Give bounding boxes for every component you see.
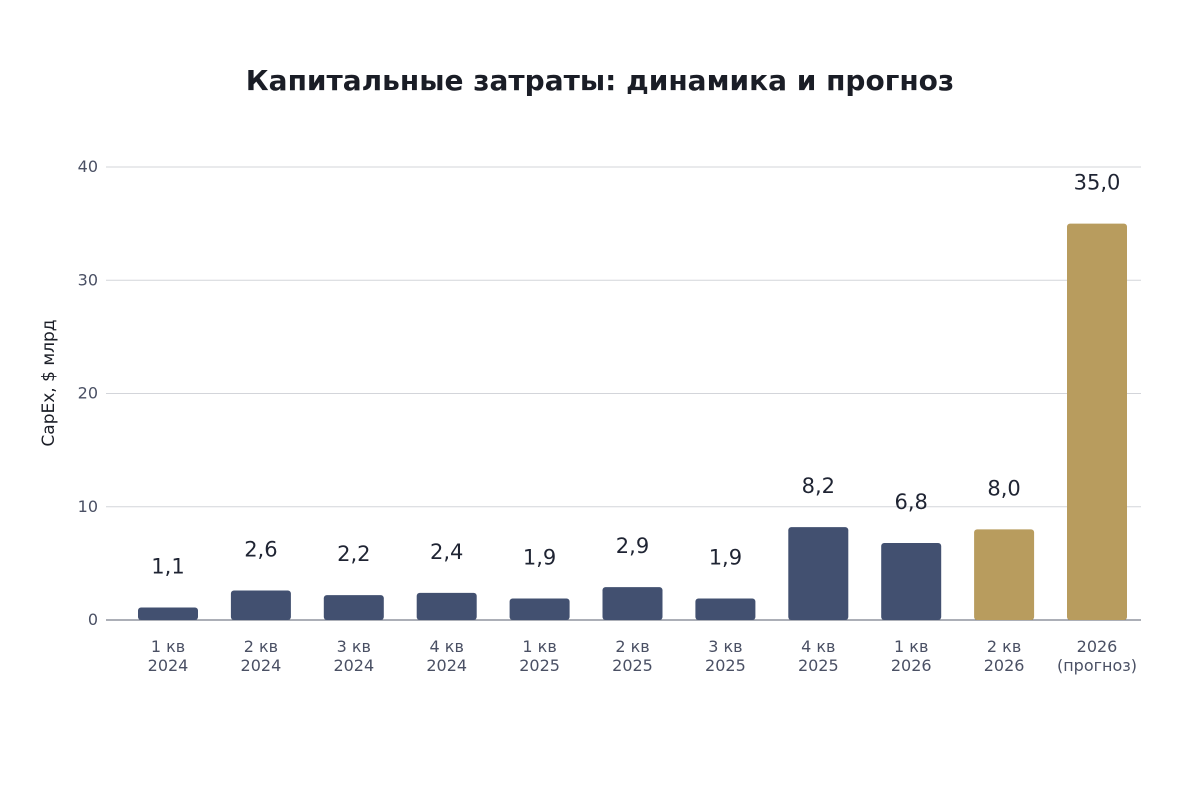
x-tick-label: (прогноз) xyxy=(1057,656,1137,675)
x-tick-label: 1 кв xyxy=(151,637,185,656)
bar xyxy=(138,607,198,620)
x-tick-label: 3 кв xyxy=(708,637,742,656)
bar xyxy=(1067,223,1127,620)
x-tick-label: 2025 xyxy=(519,656,560,675)
x-tick-label: 1 кв xyxy=(894,637,928,656)
x-tick-label: 2024 xyxy=(426,656,467,675)
bar xyxy=(323,595,384,620)
x-tick-label: 2 кв xyxy=(987,637,1021,656)
bar xyxy=(509,598,570,620)
y-tick-label: 40 xyxy=(78,157,98,176)
x-tick-label: 1 кв xyxy=(522,637,556,656)
y-tick-label: 30 xyxy=(78,270,98,289)
x-tick-label: 2024 xyxy=(333,656,374,675)
value-label: 1,1 xyxy=(151,555,184,579)
x-tick-label: 2025 xyxy=(798,656,839,675)
x-tick-label: 4 кв xyxy=(801,637,835,656)
bar xyxy=(788,527,849,620)
x-tick-label: 2024 xyxy=(241,656,282,675)
y-axis-label: CapEx, $ млрд xyxy=(39,319,59,446)
y-tick-label: 10 xyxy=(78,497,98,516)
value-label: 2,2 xyxy=(337,542,370,566)
bars xyxy=(138,223,1127,620)
x-tick-label: 2025 xyxy=(705,656,746,675)
bar xyxy=(695,598,756,620)
x-tick-label: 2026 xyxy=(1077,637,1118,656)
x-tick-label: 2 кв xyxy=(615,637,649,656)
value-label: 2,6 xyxy=(244,538,277,562)
bar xyxy=(416,592,477,620)
bar xyxy=(230,590,291,620)
value-label: 8,2 xyxy=(802,474,835,498)
value-label: 35,0 xyxy=(1074,171,1121,195)
x-tick-label: 3 кв xyxy=(337,637,371,656)
value-label: 6,8 xyxy=(894,490,927,514)
x-tick-label: 2024 xyxy=(148,656,189,675)
x-tick-label: 4 кв xyxy=(430,637,464,656)
y-tick-label: 0 xyxy=(88,610,98,629)
x-tick-label: 2026 xyxy=(984,656,1025,675)
chart-title: Капитальные затраты: динамика и прогноз xyxy=(246,64,954,97)
value-label: 1,9 xyxy=(709,545,742,569)
value-label: 2,9 xyxy=(616,534,649,558)
x-tick-label: 2025 xyxy=(612,656,653,675)
y-tick-label: 20 xyxy=(78,384,98,403)
value-label: 1,9 xyxy=(523,545,556,569)
x-tick-label: 2026 xyxy=(891,656,932,675)
x-tick-label: 2 кв xyxy=(244,637,278,656)
value-labels: 1,1 2,6 2,2 2,4 1,9 2,9 1,9 8,2 6,8 8,0 35,0 xyxy=(151,171,1120,579)
value-label: 8,0 xyxy=(987,476,1020,500)
bar xyxy=(881,542,942,620)
bar xyxy=(974,529,1035,620)
value-label: 2,4 xyxy=(430,540,463,564)
bar xyxy=(602,587,663,620)
